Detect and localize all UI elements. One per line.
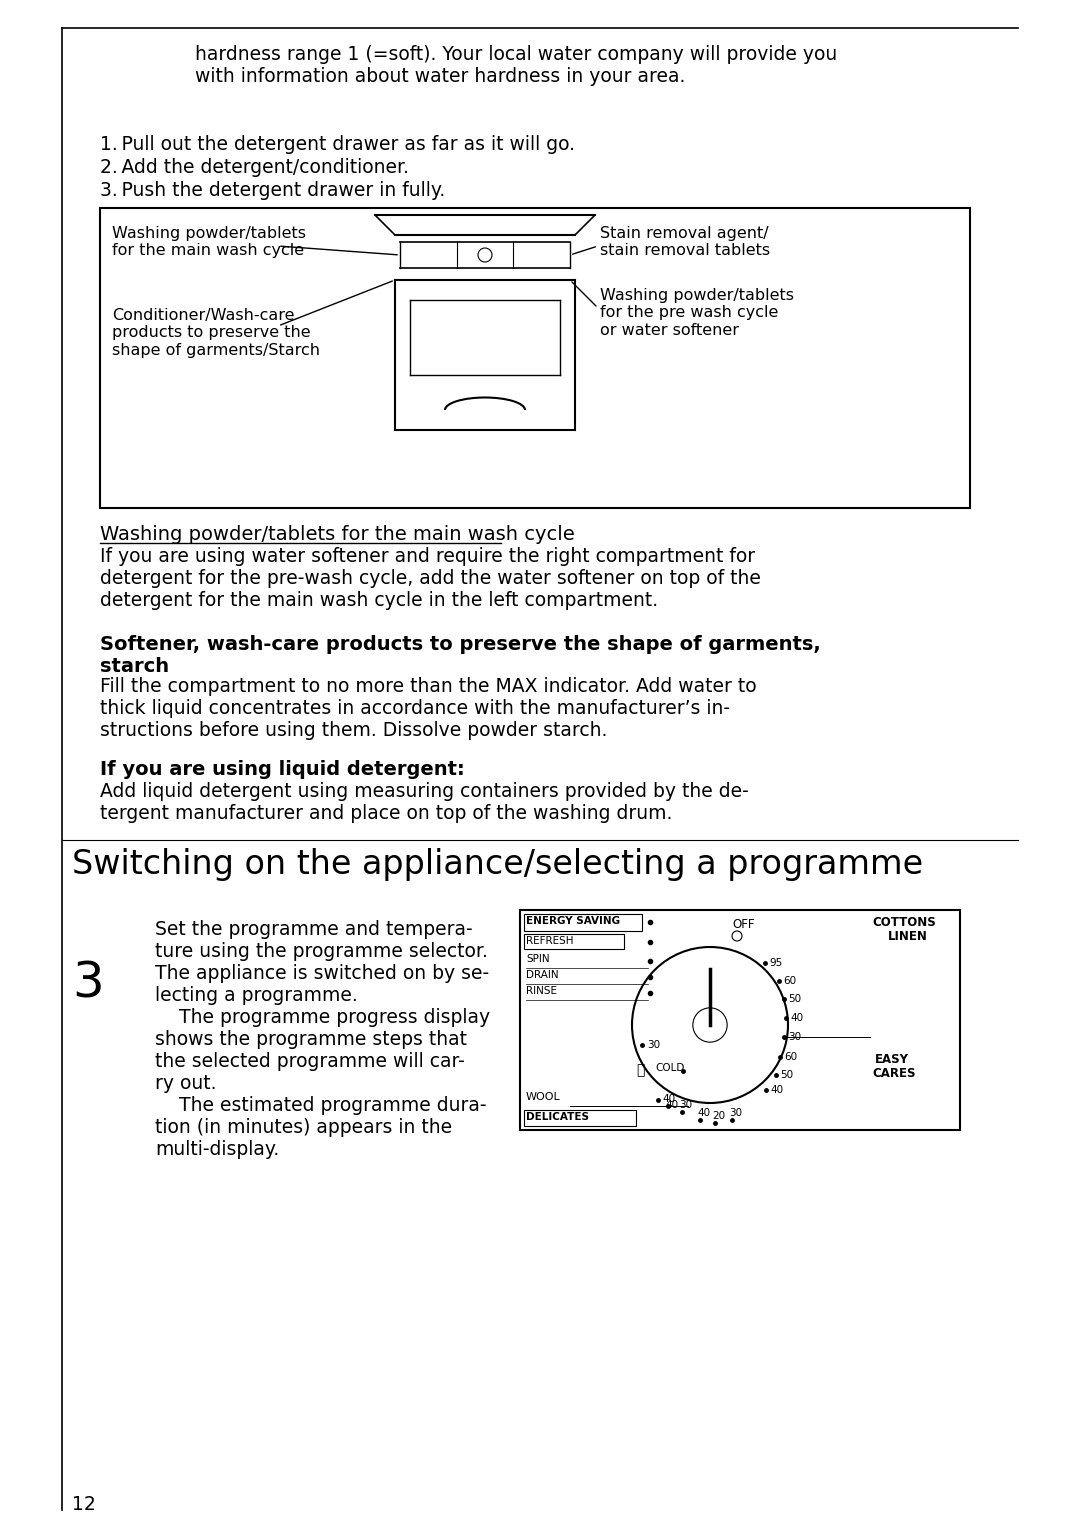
Bar bbox=[524, 934, 624, 950]
Text: 30: 30 bbox=[679, 1099, 692, 1110]
Text: ⛺: ⛺ bbox=[636, 1063, 644, 1076]
Text: SPIN: SPIN bbox=[526, 954, 550, 963]
Text: 50: 50 bbox=[788, 994, 801, 1005]
Text: LINEN: LINEN bbox=[888, 930, 928, 943]
Text: EASY: EASY bbox=[875, 1053, 909, 1066]
Text: Fill the compartment to no more than the MAX indicator. Add water to
thick liqui: Fill the compartment to no more than the… bbox=[100, 677, 757, 740]
Text: 60: 60 bbox=[783, 976, 796, 986]
Text: If you are using water softener and require the right compartment for
detergent : If you are using water softener and requ… bbox=[100, 547, 761, 610]
Text: 30: 30 bbox=[729, 1109, 742, 1118]
Bar bbox=[519, 910, 960, 1130]
Text: Conditioner/Wash-care
products to preserve the
shape of garments/Starch: Conditioner/Wash-care products to preser… bbox=[112, 307, 320, 358]
Text: DRAIN: DRAIN bbox=[526, 969, 558, 980]
Text: 30: 30 bbox=[647, 1040, 660, 1050]
Text: the selected programme will car-: the selected programme will car- bbox=[156, 1052, 464, 1070]
Text: shows the programme steps that: shows the programme steps that bbox=[156, 1031, 467, 1049]
Text: ture using the programme selector.: ture using the programme selector. bbox=[156, 942, 488, 962]
Text: hardness range 1 (=soft). Your local water company will provide you
with informa: hardness range 1 (=soft). Your local wat… bbox=[195, 44, 837, 86]
Text: 3. Push the detergent drawer in fully.: 3. Push the detergent drawer in fully. bbox=[100, 180, 445, 200]
Text: 2. Add the detergent/conditioner.: 2. Add the detergent/conditioner. bbox=[100, 157, 409, 177]
Text: 40: 40 bbox=[697, 1109, 711, 1118]
Text: WOOL: WOOL bbox=[526, 1092, 561, 1102]
Text: DELICATES: DELICATES bbox=[526, 1112, 589, 1122]
Text: ry out.: ry out. bbox=[156, 1073, 216, 1093]
Text: RINSE: RINSE bbox=[526, 986, 557, 995]
Text: ENERGY SAVING: ENERGY SAVING bbox=[526, 916, 620, 927]
Text: 1. Pull out the detergent drawer as far as it will go.: 1. Pull out the detergent drawer as far … bbox=[100, 135, 575, 154]
Text: If you are using liquid detergent:: If you are using liquid detergent: bbox=[100, 760, 464, 778]
Text: 40: 40 bbox=[770, 1086, 783, 1095]
Text: 40: 40 bbox=[789, 1014, 804, 1023]
Text: 12: 12 bbox=[72, 1495, 96, 1514]
Bar bbox=[524, 1110, 636, 1125]
Text: 60: 60 bbox=[784, 1052, 797, 1063]
Bar bbox=[100, 208, 970, 508]
Text: 20: 20 bbox=[712, 1112, 725, 1121]
Text: Switching on the appliance/selecting a programme: Switching on the appliance/selecting a p… bbox=[72, 849, 923, 881]
Text: 30: 30 bbox=[788, 1032, 801, 1041]
Text: Stain removal agent/
stain removal tablets: Stain removal agent/ stain removal table… bbox=[600, 226, 770, 258]
Text: tion (in minutes) appears in the: tion (in minutes) appears in the bbox=[156, 1118, 453, 1138]
Text: OFF: OFF bbox=[732, 917, 755, 931]
Circle shape bbox=[632, 946, 788, 1102]
Text: Washing powder/tablets
for the main wash cycle: Washing powder/tablets for the main wash… bbox=[112, 226, 306, 258]
Text: multi-display.: multi-display. bbox=[156, 1141, 280, 1159]
Text: CARES: CARES bbox=[872, 1067, 916, 1079]
Text: REFRESH: REFRESH bbox=[526, 936, 573, 946]
Text: Softener, wash-care products to preserve the shape of garments,
starch: Softener, wash-care products to preserve… bbox=[100, 635, 821, 676]
Text: Set the programme and tempera-: Set the programme and tempera- bbox=[156, 920, 473, 939]
Text: The appliance is switched on by se-: The appliance is switched on by se- bbox=[156, 963, 489, 983]
Text: COLD: COLD bbox=[654, 1063, 685, 1073]
Text: 50: 50 bbox=[780, 1070, 793, 1079]
Text: The estimated programme dura-: The estimated programme dura- bbox=[156, 1096, 486, 1115]
Text: lecting a programme.: lecting a programme. bbox=[156, 986, 357, 1005]
Text: Washing powder/tablets for the main wash cycle: Washing powder/tablets for the main wash… bbox=[100, 524, 575, 544]
Text: 40: 40 bbox=[665, 1099, 678, 1110]
Text: The programme progress display: The programme progress display bbox=[156, 1008, 490, 1027]
Text: 40: 40 bbox=[662, 1095, 675, 1104]
Circle shape bbox=[693, 1008, 727, 1043]
Bar bbox=[524, 914, 642, 931]
Text: 95: 95 bbox=[769, 959, 782, 968]
Text: Washing powder/tablets
for the pre wash cycle
or water softener: Washing powder/tablets for the pre wash … bbox=[600, 287, 794, 338]
Text: COTTONS: COTTONS bbox=[872, 916, 935, 930]
Text: Add liquid detergent using measuring containers provided by the de-
tergent manu: Add liquid detergent using measuring con… bbox=[100, 781, 748, 823]
Text: 3: 3 bbox=[72, 960, 104, 1008]
